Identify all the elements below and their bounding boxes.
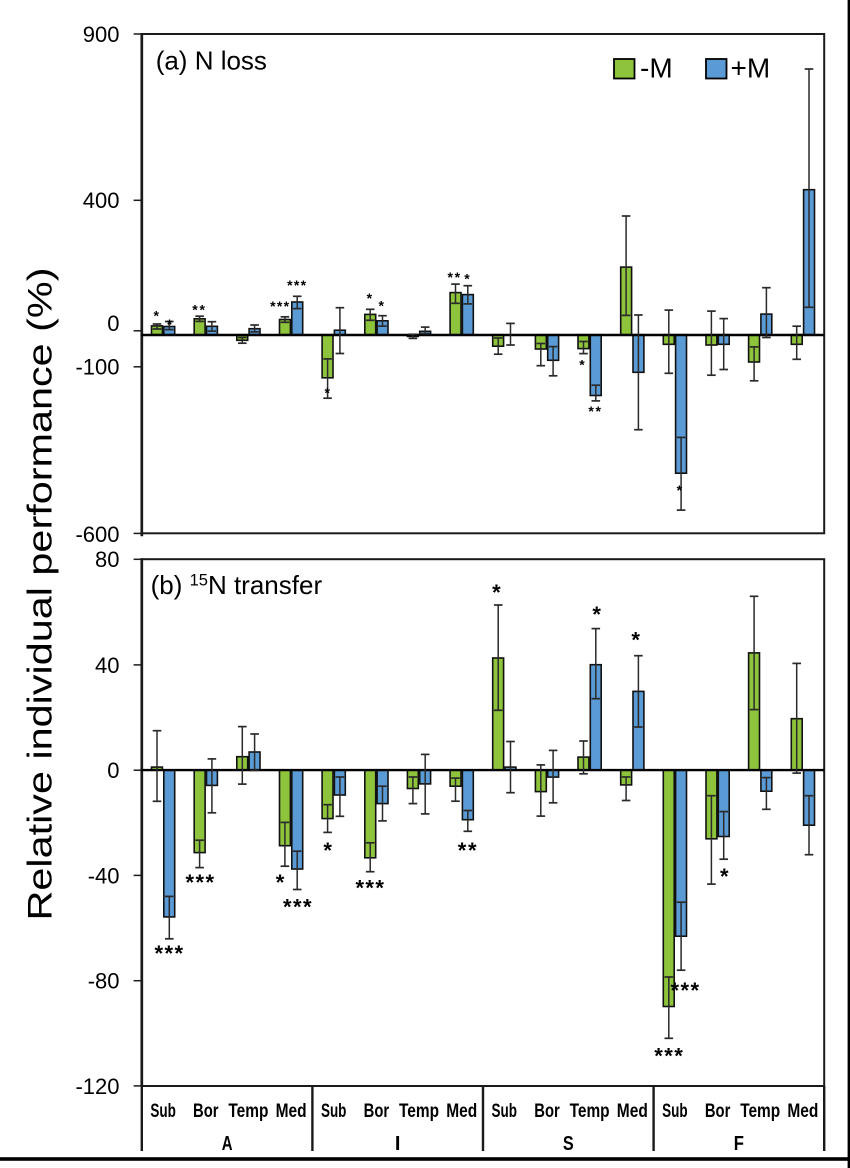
svg-text:A: A <box>222 1133 233 1155</box>
svg-text:**: ** <box>448 269 461 285</box>
svg-text:Sub: Sub <box>150 1100 176 1122</box>
svg-text:-M: -M <box>640 53 673 84</box>
svg-text:***: *** <box>283 894 312 919</box>
svg-text:*: * <box>323 838 332 863</box>
svg-text:***: *** <box>654 1043 683 1068</box>
svg-text:(a) N loss: (a) N loss <box>156 45 267 75</box>
svg-text:Sub: Sub <box>321 1100 347 1122</box>
svg-text:*: * <box>720 864 729 889</box>
svg-text:-100: -100 <box>75 355 119 380</box>
svg-text:*: * <box>276 870 285 895</box>
svg-text:***: *** <box>155 941 184 966</box>
svg-text:S: S <box>563 1133 574 1155</box>
svg-text:*: * <box>677 482 683 498</box>
svg-text:*: * <box>464 270 470 286</box>
svg-text:Temp: Temp <box>570 1100 610 1122</box>
svg-text:400: 400 <box>83 188 120 213</box>
svg-text:*: * <box>492 580 501 605</box>
svg-text:Bor: Bor <box>534 1100 560 1122</box>
svg-text:*: * <box>579 357 585 373</box>
svg-text:80: 80 <box>95 547 119 572</box>
svg-text:Med: Med <box>787 1100 818 1122</box>
svg-text:-80: -80 <box>88 969 120 994</box>
svg-text:0: 0 <box>107 311 119 336</box>
svg-text:***: *** <box>355 875 384 900</box>
svg-text:-120: -120 <box>75 1074 119 1099</box>
svg-text:Temp: Temp <box>228 1100 268 1122</box>
svg-text:Temp: Temp <box>399 1100 439 1122</box>
svg-text:Sub: Sub <box>662 1100 688 1122</box>
svg-text:***: *** <box>287 277 307 293</box>
svg-text:I: I <box>395 1133 401 1155</box>
svg-text:Temp: Temp <box>740 1100 780 1122</box>
svg-text:Bor: Bor <box>705 1100 731 1122</box>
svg-text:(b) 15N transfer: (b) 15N transfer <box>151 570 323 600</box>
svg-text:Bor: Bor <box>364 1100 390 1122</box>
svg-text:Sub: Sub <box>492 1100 518 1122</box>
svg-text:Med: Med <box>446 1100 477 1122</box>
svg-text:0: 0 <box>107 758 119 783</box>
svg-text:*: * <box>631 627 640 652</box>
svg-text:***: *** <box>186 870 215 895</box>
svg-text:*: * <box>167 316 173 332</box>
svg-text:***: *** <box>270 298 290 314</box>
svg-text:**: ** <box>192 302 205 318</box>
svg-text:F: F <box>734 1133 744 1155</box>
svg-text:Med: Med <box>617 1100 648 1122</box>
svg-text:*: * <box>324 385 330 401</box>
svg-text:*: * <box>378 297 384 313</box>
svg-text:**: ** <box>588 403 601 419</box>
svg-text:-40: -40 <box>88 863 120 888</box>
svg-text:**: ** <box>458 838 477 863</box>
svg-text:Bor: Bor <box>193 1100 219 1122</box>
svg-text:+M: +M <box>731 53 771 84</box>
svg-text:*: * <box>592 602 601 627</box>
svg-text:900: 900 <box>83 22 120 47</box>
svg-text:Relative individual performanc: Relative individual performance (%) <box>22 268 60 921</box>
svg-text:*: * <box>367 290 373 306</box>
svg-text:***: *** <box>671 978 700 1003</box>
svg-text:40: 40 <box>95 653 119 678</box>
svg-text:Med: Med <box>276 1100 307 1122</box>
svg-text:-600: -600 <box>75 522 119 547</box>
svg-text:*: * <box>153 308 159 324</box>
